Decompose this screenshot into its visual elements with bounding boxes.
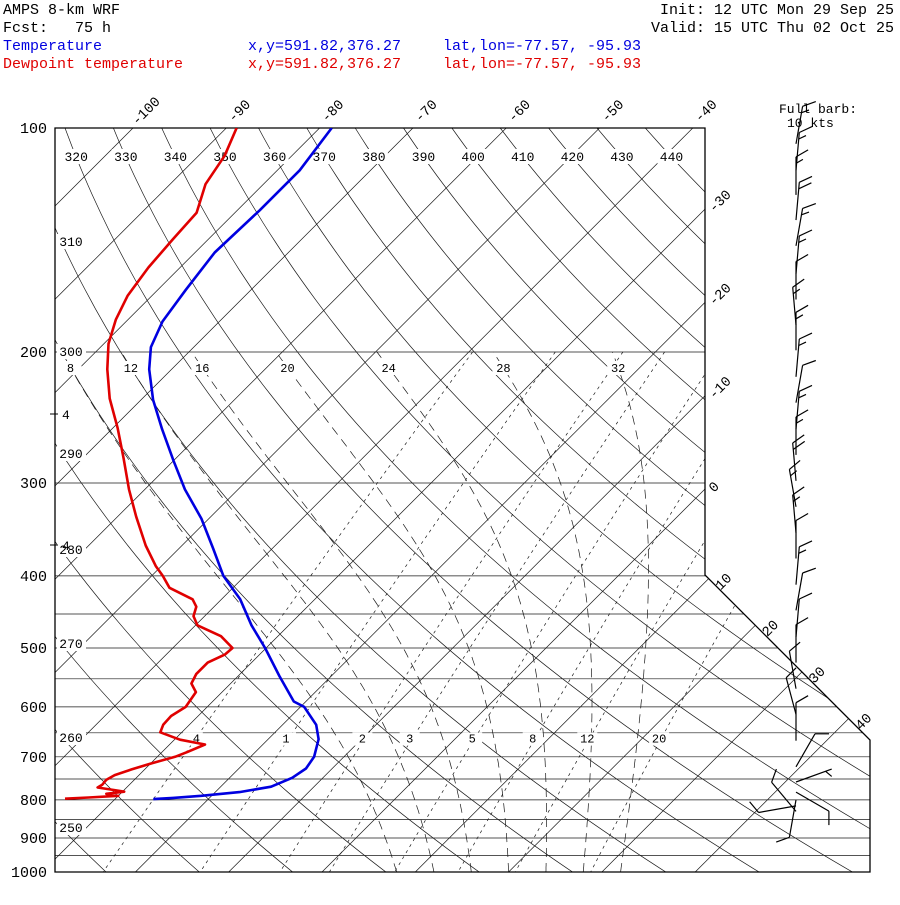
svg-text:20: 20 [280, 362, 294, 376]
svg-text:-60: -60 [506, 97, 535, 126]
svg-text:-20: -20 [706, 281, 735, 310]
svg-text:2: 2 [359, 733, 366, 747]
svg-text:0: 0 [706, 479, 723, 496]
legend-temperature-latlon: lat,lon=-77.57, -95.93 [443, 38, 642, 55]
svg-text:1: 1 [282, 733, 289, 747]
legend-dewpoint-latlon: lat,lon=-77.57, -95.93 [443, 56, 642, 73]
svg-text:400: 400 [461, 150, 484, 165]
svg-text:12: 12 [580, 733, 594, 747]
svg-text:24: 24 [381, 362, 395, 376]
legend-temperature-xy: x,y=591.82,376.27 [248, 38, 402, 55]
svg-text:270: 270 [59, 637, 82, 652]
svg-text:320: 320 [64, 150, 87, 165]
svg-text:100: 100 [20, 121, 47, 138]
svg-text:250: 250 [59, 821, 82, 836]
svg-text:16: 16 [195, 362, 209, 376]
legend-dewpoint-label: Dewpoint temperature [3, 56, 184, 73]
svg-text:20: 20 [760, 618, 783, 641]
svg-text:900: 900 [20, 831, 47, 848]
svg-text:800: 800 [20, 793, 47, 810]
svg-text:300: 300 [59, 345, 82, 360]
svg-text:4: 4 [62, 408, 70, 423]
svg-text:-40: -40 [692, 97, 721, 126]
svg-text:-70: -70 [412, 97, 441, 126]
svg-text:420: 420 [561, 150, 584, 165]
svg-text:3: 3 [406, 733, 413, 747]
svg-text:5: 5 [469, 733, 476, 747]
svg-text:280: 280 [59, 543, 82, 558]
init-label: Init: [659, 2, 705, 19]
forecast-value: 75 h [75, 20, 112, 37]
svg-text:-30: -30 [706, 187, 735, 216]
svg-text:28: 28 [496, 362, 510, 376]
svg-text:4: 4 [62, 539, 70, 554]
svg-text:400: 400 [20, 569, 47, 586]
svg-text:30: 30 [806, 664, 829, 687]
svg-text:-100: -100 [129, 94, 164, 129]
svg-text:-50: -50 [599, 97, 628, 126]
svg-text:430: 430 [610, 150, 633, 165]
legend-row-dewpoint: Dewpoint temperature [3, 56, 183, 73]
model-title: AMPS 8-km WRF [3, 2, 121, 19]
svg-text:8: 8 [529, 733, 536, 747]
svg-text:8: 8 [67, 362, 74, 376]
svg-text:700: 700 [20, 750, 47, 767]
init-value: 12 UTC Mon 29 Sep 25 [713, 2, 894, 19]
svg-text:-10: -10 [706, 374, 735, 403]
svg-text:310: 310 [59, 235, 82, 250]
legend-dewpoint-xy: x,y=591.82,376.27 [248, 56, 402, 73]
svg-text:260: 260 [59, 731, 82, 746]
svg-text:12: 12 [124, 362, 138, 376]
valid-value: 15 UTC Thu 02 Oct 25 [713, 20, 894, 37]
svg-text:1000: 1000 [11, 865, 47, 882]
svg-text:600: 600 [20, 700, 47, 717]
svg-text:360: 360 [263, 150, 286, 165]
svg-text:20: 20 [652, 733, 666, 747]
legend-row-temperature: Temperature [3, 38, 102, 55]
svg-text:32: 32 [611, 362, 625, 376]
forecast-hour-row: Fcst: 75 h [3, 20, 111, 37]
forecast-label: Fcst: [3, 20, 49, 37]
svg-text:500: 500 [20, 641, 47, 658]
svg-text:380: 380 [362, 150, 385, 165]
svg-text:440: 440 [660, 150, 683, 165]
svg-text:340: 340 [164, 150, 187, 165]
svg-text:10: 10 [713, 571, 736, 594]
svg-text:Full barb:: Full barb: [779, 102, 857, 117]
svg-text:370: 370 [312, 150, 335, 165]
init-time-row: Init: 12 UTC Mon 29 Sep 25 [660, 2, 894, 19]
valid-label: Valid: [650, 20, 705, 37]
svg-text:-80: -80 [319, 97, 348, 126]
svg-text:330: 330 [114, 150, 137, 165]
valid-time-row: Valid: 15 UTC Thu 02 Oct 25 [651, 20, 894, 37]
legend-temperature-label: Temperature [3, 38, 103, 55]
svg-text:410: 410 [511, 150, 534, 165]
svg-text:200: 200 [20, 345, 47, 362]
svg-text:10 kts: 10 kts [787, 116, 834, 131]
svg-text:-90: -90 [226, 97, 255, 126]
svg-text:.4: .4 [186, 733, 200, 747]
svg-text:290: 290 [59, 447, 82, 462]
svg-text:40: 40 [853, 711, 876, 734]
svg-text:390: 390 [412, 150, 435, 165]
svg-text:300: 300 [20, 476, 47, 493]
